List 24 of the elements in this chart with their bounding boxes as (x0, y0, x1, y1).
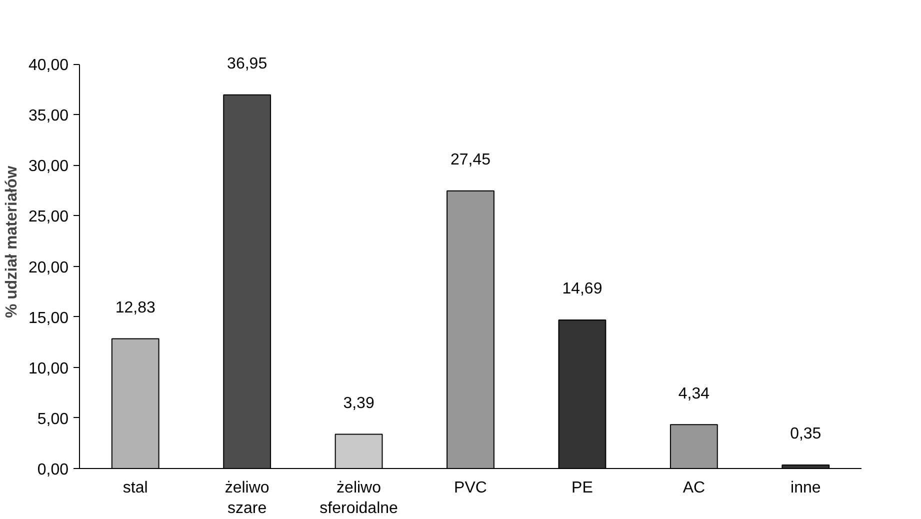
x-tick-label: AC (682, 480, 706, 496)
x-tick-label: stal (122, 480, 148, 496)
y-tick-label: 20,00 (28, 259, 69, 276)
data-label: 12,83 (115, 299, 156, 316)
y-tick-label: 10,00 (28, 360, 69, 378)
y-tick-label: 15,00 (28, 310, 69, 327)
data-label: 3,39 (343, 394, 374, 412)
x-tick-label: żeliwo szare (224, 480, 270, 517)
y-axis-title: % udział materiałów (3, 165, 20, 318)
y-tick-label: 35,00 (28, 108, 69, 125)
y-tick-label: 25,00 (28, 208, 69, 226)
x-tick-label: PVC (454, 480, 487, 496)
data-label: 36,95 (227, 56, 268, 73)
data-label: 14,69 (562, 280, 602, 298)
y-tick-label: 5,00 (37, 410, 69, 428)
y-tick-label: 30,00 (28, 158, 69, 176)
x-tick-label: inne (790, 480, 821, 496)
data-label: 27,45 (450, 152, 491, 169)
y-tick-label: 40,00 (28, 57, 69, 74)
data-label: 4,34 (678, 385, 710, 402)
data-label: 0,35 (790, 426, 822, 443)
x-tick-label: żeliwo sferoidalne (320, 480, 398, 517)
y-tick-label: 0,00 (37, 462, 69, 478)
x-tick-label: PE (572, 480, 593, 496)
